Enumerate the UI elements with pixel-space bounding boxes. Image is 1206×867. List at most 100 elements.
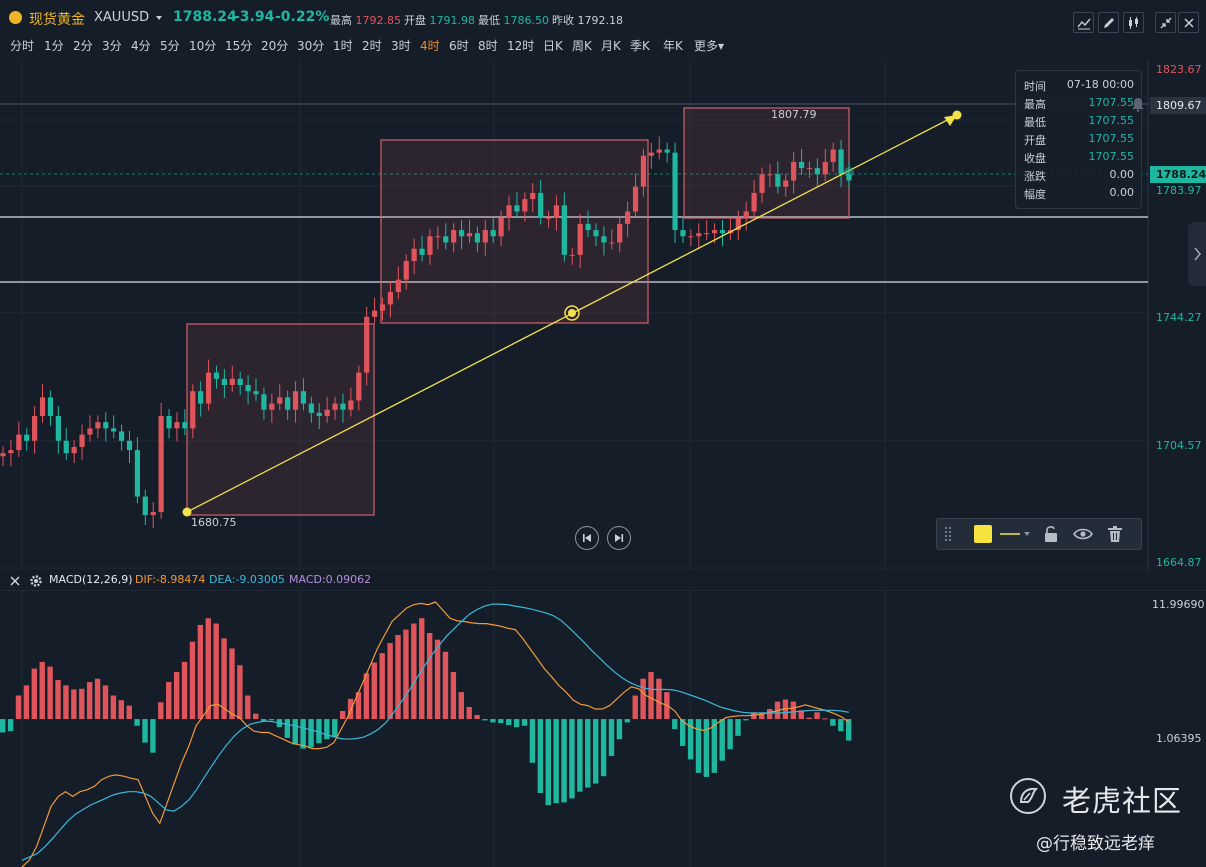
candle-body — [166, 415, 172, 429]
macd-hist-bar — [679, 719, 686, 746]
timeframe-年K[interactable]: 年K — [663, 39, 683, 53]
macd-hist-bar — [426, 632, 433, 720]
line-style-dropdown[interactable] — [999, 528, 1031, 540]
close-button[interactable] — [1178, 12, 1199, 33]
candle-body — [656, 149, 662, 153]
chevron-down-icon[interactable] — [156, 16, 162, 20]
macd-hist-bar — [529, 719, 536, 763]
price-chart[interactable] — [0, 60, 1206, 570]
tiger-logo-icon — [1010, 778, 1046, 814]
macd-hist-bar — [173, 671, 180, 720]
timeframe-更多[interactable]: 更多▾ — [694, 39, 725, 53]
collapse-button[interactable] — [1155, 12, 1176, 33]
candle-body — [838, 149, 844, 175]
timeframe-1时[interactable]: 1时 — [333, 39, 353, 53]
gear-icon[interactable] — [29, 574, 43, 588]
timeframe-1分[interactable]: 1分 — [44, 39, 64, 53]
watermark-user: @行稳致远老痒 — [1036, 834, 1155, 854]
timeframe-分时[interactable]: 分时 — [10, 39, 35, 53]
close-icon[interactable] — [9, 575, 21, 587]
macd-hist-bar — [537, 719, 544, 794]
candle-body — [632, 186, 639, 212]
macd-hist-bar — [387, 643, 393, 720]
timeframe-20分[interactable]: 20分 — [261, 39, 289, 53]
macd-hist-bar — [616, 719, 623, 740]
candle-body — [498, 217, 504, 237]
bell-icon[interactable] — [1131, 97, 1145, 112]
timeframe-月K[interactable]: 月K — [601, 39, 621, 53]
candle-body — [71, 446, 77, 454]
candle-body — [364, 316, 370, 373]
timeframe-周K[interactable]: 周K — [572, 39, 592, 53]
candle-body — [300, 391, 307, 404]
macd-hist-bar — [31, 668, 38, 720]
candle-body — [625, 211, 631, 224]
macd-hist-bar — [458, 692, 464, 720]
macd-hist-bar — [39, 661, 45, 720]
macd-hist-bar — [47, 666, 53, 720]
instrument-name[interactable]: 现货黄金 — [29, 12, 85, 28]
timeframe-30分[interactable]: 30分 — [297, 39, 325, 53]
timeframe-3分[interactable]: 3分 — [102, 39, 122, 53]
macd-hist-bar — [640, 678, 646, 720]
macd-hist-bar — [648, 671, 654, 720]
macd-hist-bar — [347, 698, 354, 720]
side-panel-toggle[interactable] — [1188, 222, 1206, 286]
candle-body — [775, 174, 781, 187]
timeframe-2时[interactable]: 2时 — [362, 39, 382, 53]
timeframe-2分[interactable]: 2分 — [73, 39, 93, 53]
candle-body — [387, 292, 394, 305]
tooltip-key: 最低 — [1024, 116, 1046, 129]
color-swatch[interactable] — [974, 525, 992, 543]
timeframe-5分[interactable]: 5分 — [160, 39, 180, 53]
timeframe-8时[interactable]: 8时 — [478, 39, 498, 53]
macd-hist-bar — [166, 682, 172, 720]
candle-body — [253, 391, 259, 395]
macd-hist-bar — [189, 641, 196, 720]
candle-body — [269, 403, 275, 410]
macd-hist-bar — [118, 700, 124, 720]
timeframe-4分[interactable]: 4分 — [131, 39, 151, 53]
chart-type-button[interactable] — [1123, 12, 1144, 33]
draw-tool-button[interactable] — [1098, 12, 1119, 33]
candle-body — [32, 415, 38, 441]
macd-hist-bar — [71, 689, 77, 720]
timeframe-季K[interactable]: 季K — [630, 39, 650, 53]
tooltip-key: 收盘 — [1024, 152, 1046, 165]
tooltip-row: 开盘 1707.55 — [1024, 132, 1134, 148]
timeframe-12时[interactable]: 12时 — [507, 39, 535, 53]
quote-header: 现货黄金 XAUUSD 1788.24 -3.94 -0.22% 最高 1792… — [0, 0, 1206, 34]
timeframe-3时[interactable]: 3时 — [391, 39, 411, 53]
macd-hist-bar — [316, 719, 322, 744]
drag-handle-icon[interactable] — [944, 525, 952, 543]
timeframe-10分[interactable]: 10分 — [189, 39, 217, 53]
trash-icon[interactable] — [1107, 525, 1123, 543]
macd-chart[interactable] — [0, 590, 1206, 867]
tooltip-key: 开盘 — [1024, 134, 1046, 147]
candle-body — [292, 391, 299, 410]
price-change-percent: -0.22% — [275, 9, 330, 25]
scroll-start-button[interactable] — [575, 526, 599, 550]
macd-hist-bar — [371, 662, 378, 720]
macd-hist-bar — [300, 719, 306, 749]
low-stat: 最低 1786.50 — [478, 14, 549, 27]
eye-icon[interactable] — [1073, 527, 1093, 541]
candle-body — [751, 192, 757, 212]
last-price: 1788.24 — [173, 9, 237, 25]
indicator-button[interactable] — [1073, 12, 1094, 33]
instrument-symbol[interactable]: XAUUSD — [94, 10, 150, 25]
macd-hist-bar — [102, 685, 109, 720]
macd-hist-bar — [600, 719, 607, 777]
candle-body — [814, 168, 820, 175]
unlock-icon[interactable] — [1043, 525, 1059, 543]
candle-body — [150, 512, 156, 516]
candle-body — [514, 205, 520, 212]
timeframe-日K[interactable]: 日K — [543, 39, 563, 53]
timeframe-4时[interactable]: 4时 — [420, 39, 440, 53]
scroll-end-button[interactable] — [607, 526, 631, 550]
macd-hist-bar — [363, 673, 370, 720]
timeframe-15分[interactable]: 15分 — [225, 39, 253, 53]
timeframe-6时[interactable]: 6时 — [449, 39, 469, 53]
dif-line — [21, 601, 850, 867]
candle-body — [680, 230, 686, 237]
